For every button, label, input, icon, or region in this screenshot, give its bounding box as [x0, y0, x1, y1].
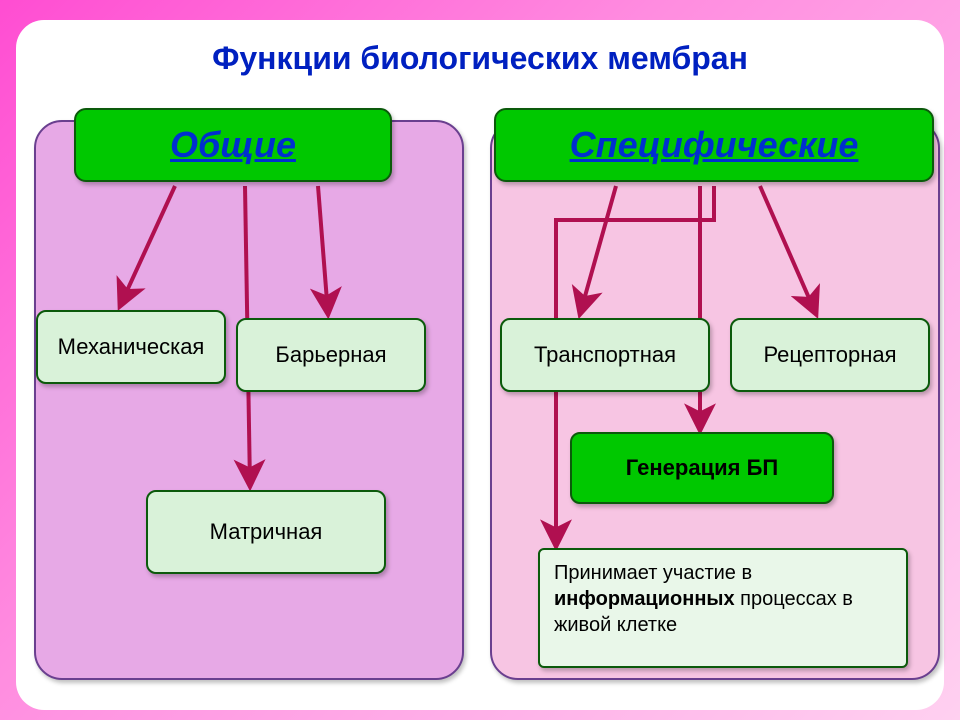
node-matrix: Матричная — [146, 490, 386, 574]
panel-general — [34, 120, 464, 680]
node-transport-label: Транспортная — [534, 342, 676, 368]
node-transport: Транспортная — [500, 318, 710, 392]
node-generation: Генерация БП — [570, 432, 834, 504]
node-receptor-label: Рецепторная — [763, 342, 896, 368]
node-mechanical-label: Механическая — [58, 334, 205, 360]
header-specific: Специфические — [494, 108, 934, 182]
node-barrier: Барьерная — [236, 318, 426, 392]
node-barrier-label: Барьерная — [275, 342, 386, 368]
page-title: Функции биологических мембран — [0, 40, 960, 77]
node-mechanical: Механическая — [36, 310, 226, 384]
header-general-label: Общие — [170, 124, 296, 166]
description-box: Принимает участие в информационных проце… — [538, 548, 908, 668]
header-specific-label: Специфические — [570, 124, 859, 166]
node-matrix-label: Матричная — [210, 519, 323, 545]
node-receptor: Рецепторная — [730, 318, 930, 392]
slide-root: Функции биологических мембран Общие Спец… — [0, 0, 960, 720]
node-generation-label: Генерация БП — [626, 455, 778, 481]
header-general: Общие — [74, 108, 392, 182]
